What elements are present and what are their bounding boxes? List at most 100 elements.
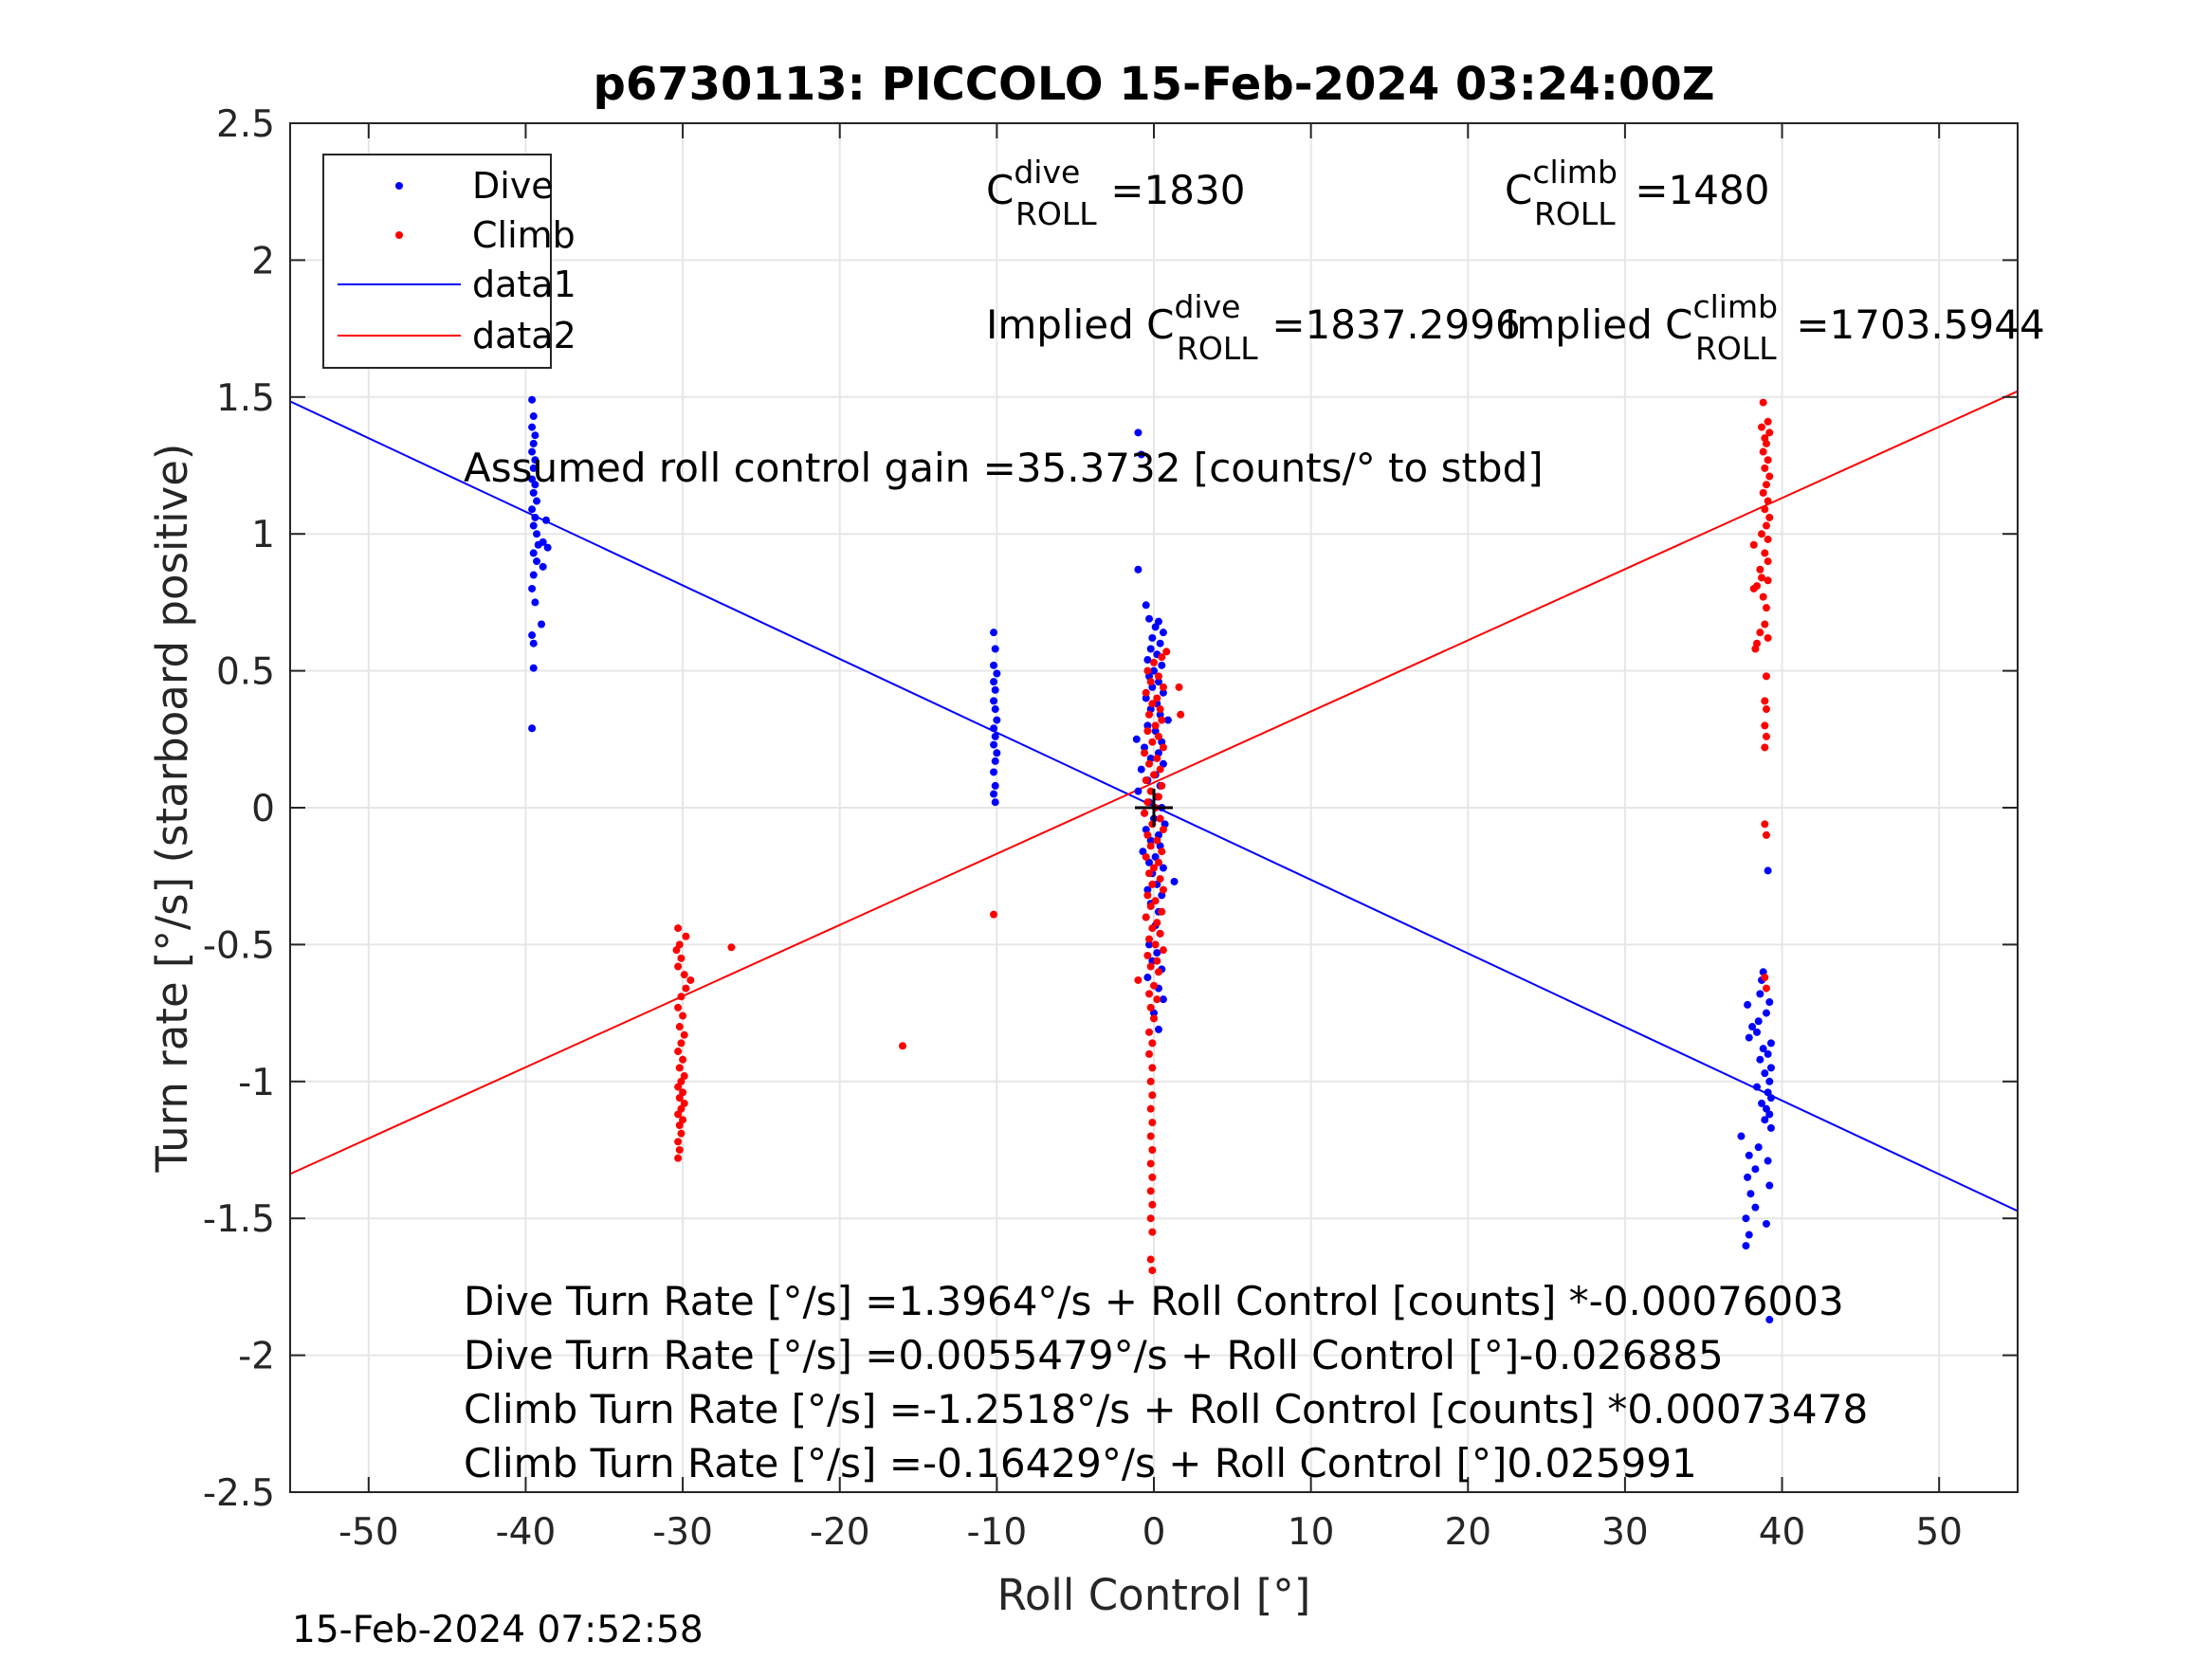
climb-point bbox=[1758, 423, 1766, 431]
climb-point bbox=[1154, 672, 1162, 681]
dive-point bbox=[991, 781, 999, 790]
dive-point bbox=[1742, 1242, 1750, 1250]
y-tick-label: 2.5 bbox=[216, 103, 275, 146]
x-axis-label: Roll Control [°] bbox=[997, 1570, 1311, 1620]
climb-point bbox=[1159, 826, 1167, 834]
legend-data2-label: data2 bbox=[472, 315, 576, 356]
dive-point bbox=[990, 661, 998, 669]
dive-point bbox=[1766, 1094, 1775, 1103]
climb-point bbox=[1153, 694, 1161, 702]
climb-point bbox=[1762, 604, 1770, 612]
y-tick-label: -0.5 bbox=[203, 924, 275, 967]
climb-point bbox=[1762, 521, 1770, 530]
climb-point bbox=[1758, 574, 1766, 582]
climb-point bbox=[1762, 672, 1770, 681]
climb-point bbox=[727, 943, 736, 952]
climb-point bbox=[674, 1138, 683, 1146]
y-tick-label: -2.5 bbox=[203, 1472, 275, 1515]
climb-point bbox=[1762, 830, 1770, 839]
climb-point bbox=[679, 1055, 687, 1064]
dive-point bbox=[1766, 1123, 1775, 1132]
dive-point bbox=[534, 540, 542, 549]
climb-point bbox=[1765, 472, 1774, 481]
climb-point bbox=[1151, 721, 1160, 730]
climb-point bbox=[1145, 710, 1154, 719]
axes-box bbox=[289, 122, 2019, 1493]
climb-point bbox=[1146, 962, 1155, 971]
timestamp: 15-Feb-2024 07:52:58 bbox=[292, 1609, 704, 1651]
dive-point bbox=[529, 549, 538, 557]
dive-point bbox=[1764, 1049, 1772, 1058]
climb-point bbox=[1759, 592, 1767, 601]
climb-point bbox=[1154, 732, 1162, 740]
dive-point bbox=[990, 629, 998, 637]
climb-point bbox=[680, 1030, 688, 1039]
dive-point bbox=[531, 481, 539, 489]
dive-point bbox=[1158, 661, 1166, 669]
dive-point bbox=[990, 768, 998, 776]
climb-point bbox=[675, 1094, 684, 1103]
dive-point bbox=[539, 562, 547, 571]
climb-point bbox=[1158, 848, 1166, 856]
climb-point bbox=[1759, 398, 1767, 407]
climb-point bbox=[1764, 456, 1772, 465]
legend-climb-label: Climb bbox=[472, 214, 576, 256]
y-tick-label: -1.5 bbox=[203, 1198, 275, 1241]
climb-point bbox=[674, 1003, 683, 1012]
x-tick-label: -40 bbox=[496, 1511, 557, 1554]
climb-point bbox=[682, 984, 690, 993]
climb-point bbox=[1159, 743, 1167, 752]
dive-point bbox=[541, 516, 550, 524]
climb-point bbox=[1134, 975, 1143, 984]
climb-point bbox=[1153, 755, 1161, 763]
y-tick-label: -2 bbox=[238, 1336, 275, 1378]
climb-point bbox=[677, 1039, 686, 1048]
dive-point bbox=[1737, 1132, 1746, 1140]
climb-point bbox=[1150, 771, 1158, 779]
dive-point bbox=[1170, 877, 1179, 885]
x-tick-label: 0 bbox=[1143, 1511, 1166, 1554]
climb-point bbox=[1141, 809, 1149, 817]
climb-point bbox=[1151, 940, 1160, 949]
dive-point bbox=[991, 685, 999, 694]
climb-point bbox=[1154, 858, 1162, 866]
dive-point bbox=[1744, 1173, 1752, 1181]
dive-point bbox=[1756, 1055, 1764, 1064]
climb-point bbox=[1153, 919, 1161, 927]
dive-point bbox=[529, 521, 538, 530]
climb-point bbox=[1761, 464, 1769, 472]
dive-point bbox=[528, 724, 537, 733]
dive-point bbox=[531, 431, 539, 440]
x-tick-label: 30 bbox=[1601, 1511, 1649, 1554]
origin-marker bbox=[1135, 789, 1173, 827]
dive-point bbox=[990, 678, 998, 686]
dive-point bbox=[1132, 735, 1141, 743]
dive-point bbox=[529, 488, 538, 497]
y-tick-label: 1.5 bbox=[216, 377, 275, 420]
climb-point bbox=[1762, 481, 1770, 489]
climb-point bbox=[1156, 929, 1164, 938]
legend-data1-label: data1 bbox=[472, 264, 576, 305]
legend-dive-marker bbox=[395, 182, 403, 190]
climb-point bbox=[1142, 688, 1150, 697]
climb-point bbox=[1143, 666, 1152, 675]
climb-point bbox=[1148, 1039, 1157, 1048]
climb-point bbox=[1764, 557, 1772, 566]
climb-point bbox=[679, 1012, 687, 1020]
dive-point bbox=[1744, 1000, 1752, 1009]
climb-point bbox=[1145, 990, 1154, 998]
climb-point bbox=[1141, 749, 1149, 757]
dive-point bbox=[1746, 1190, 1755, 1198]
gain-annotation: Assumed roll control gain =35.3732 [coun… bbox=[464, 445, 1544, 491]
dive-point bbox=[529, 664, 538, 672]
dive-point bbox=[528, 423, 537, 431]
dive-point bbox=[991, 705, 999, 714]
dive-point bbox=[991, 645, 999, 653]
dive-point bbox=[531, 456, 539, 465]
climb-point bbox=[1146, 1132, 1155, 1140]
dive-point bbox=[1753, 1028, 1762, 1036]
dive-point bbox=[1762, 1219, 1770, 1228]
climb-point bbox=[1143, 891, 1152, 900]
data2-fit-line bbox=[289, 390, 2019, 1176]
climb-point bbox=[1143, 727, 1152, 736]
